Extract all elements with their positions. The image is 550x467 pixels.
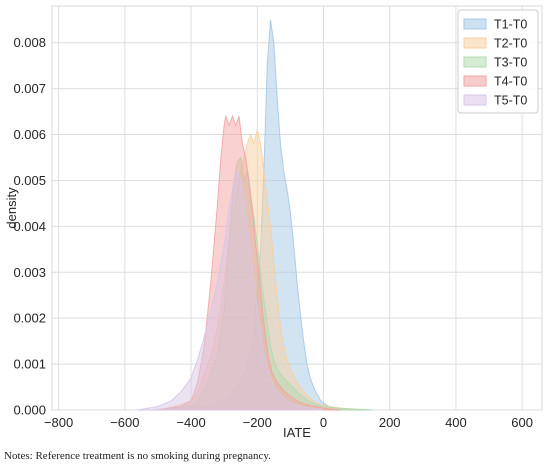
legend-swatch-t3-t0 [463,56,487,68]
x-tick-label-0: −800 [44,415,73,430]
y-tick-label-7: 0.007 [13,81,46,96]
x-tick-label-7: 600 [511,415,533,430]
x-axis-ticks: −800 −600 −400 −200 0 200 400 600 [44,415,533,430]
legend-swatch-t1-t0 [463,18,487,30]
legend-label-t2-t0: T2-T0 [494,37,527,51]
legend-label-t1-t0: T1-T0 [494,18,527,32]
y-tick-label-2: 0.002 [13,311,46,326]
y-axis-ticks: 0.000 0.001 0.002 0.003 0.004 0.005 0.006 0.007… [13,35,46,417]
series-area-t5-t0 [137,169,324,411]
y-tick-label-5: 0.005 [13,173,46,188]
density-areas [137,19,374,411]
y-tick-label-6: 0.006 [13,127,46,142]
density-chart: −800 −600 −400 −200 0 200 400 600 0.0000.0010.0… [4,5,543,440]
chart-note: Notes: Reference treatment is no smoking… [4,450,271,462]
x-tick-label-3: −200 [243,415,272,430]
x-tick-label-5: 200 [379,415,401,430]
legend-label-t3-t0: T3-T0 [494,56,527,70]
legend-swatch-t4-t0 [463,75,487,87]
legend-label-t5-t0: T5-T0 [494,94,527,108]
x-tick-label-6: 400 [445,415,467,430]
y-tick-label-1: 0.001 [13,357,46,372]
x-tick-label-4: 0 [320,415,327,430]
y-tick-label-8: 0.008 [13,35,46,50]
y-axis-label: density [4,187,19,229]
y-tick-label-3: 0.003 [13,265,46,280]
legend-swatch-t5-t0 [463,94,487,106]
x-tick-label-1: −600 [110,415,139,430]
y-tick-label-4: 0.004 [13,219,46,234]
x-axis-label: IATE [283,425,311,440]
legend: T1-T0 T2-T0 T3-T0 T4-T0 T5-T0 [457,9,539,114]
legend-label-t4-t0: T4-T0 [494,75,527,89]
legend-swatch-t2-t0 [463,37,487,49]
y-tick-label-0: 0.000 [13,403,46,418]
legend-frame [457,9,539,114]
x-tick-label-2: −400 [176,415,205,430]
